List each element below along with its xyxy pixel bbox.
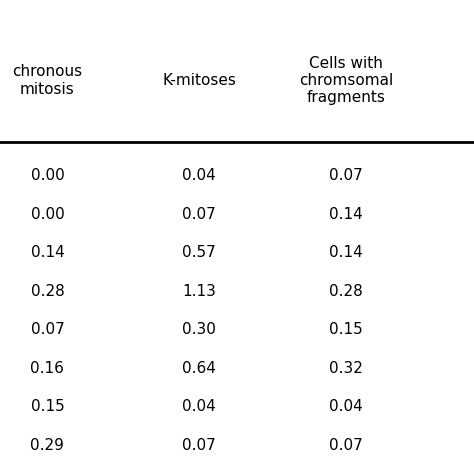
Text: 0.28: 0.28 [30,284,64,299]
Text: 1.13: 1.13 [182,284,216,299]
Text: 0.04: 0.04 [182,399,216,414]
Text: 0.07: 0.07 [329,438,363,453]
Text: 0.28: 0.28 [329,284,363,299]
Text: 0.16: 0.16 [30,361,64,376]
Text: 0.64: 0.64 [182,361,216,376]
Text: 0.57: 0.57 [182,245,216,260]
Text: 0.04: 0.04 [182,168,216,183]
Text: 0.29: 0.29 [30,438,64,453]
Text: 0.07: 0.07 [30,322,64,337]
Text: 0.00: 0.00 [30,168,64,183]
Text: K-mitoses: K-mitoses [162,73,236,88]
Text: 0.07: 0.07 [182,207,216,222]
Text: 0.15: 0.15 [30,399,64,414]
Text: 0.15: 0.15 [329,322,363,337]
Text: 0.14: 0.14 [30,245,64,260]
Text: 0.04: 0.04 [329,399,363,414]
Text: 0.14: 0.14 [329,207,363,222]
Text: Cells with
chromsomal
fragments: Cells with chromsomal fragments [299,55,393,106]
Text: 0.00: 0.00 [30,207,64,222]
Text: 0.07: 0.07 [182,438,216,453]
Text: chronous
mitosis: chronous mitosis [12,64,82,97]
Text: 0.07: 0.07 [329,168,363,183]
Text: 0.30: 0.30 [182,322,216,337]
Text: 0.14: 0.14 [329,245,363,260]
Text: 0.32: 0.32 [329,361,363,376]
